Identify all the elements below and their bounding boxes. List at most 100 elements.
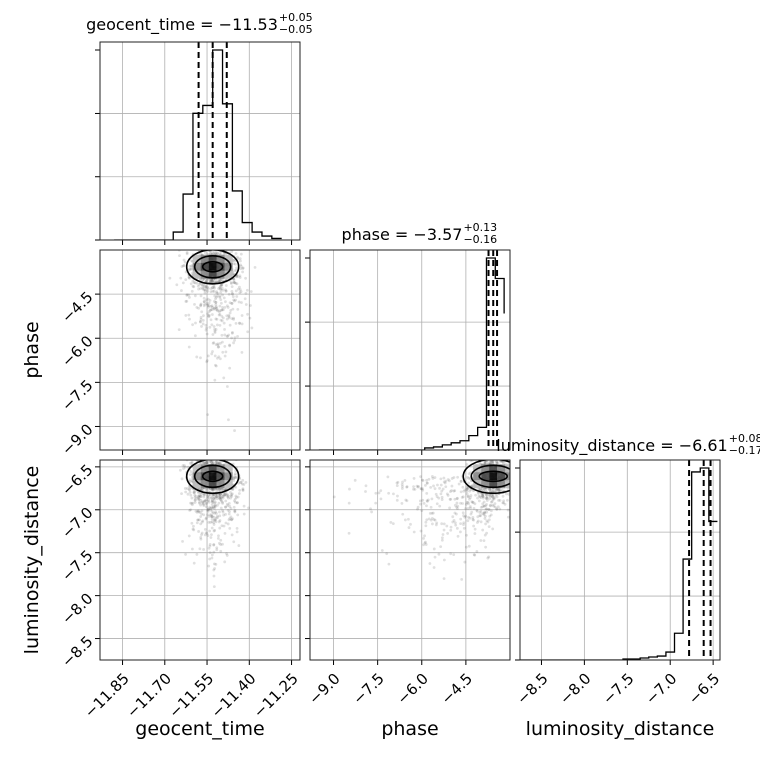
sample-point bbox=[227, 451, 230, 454]
sample-point bbox=[233, 299, 236, 303]
sample-point bbox=[199, 356, 202, 360]
panel-title-luminosity_distance: luminosity_distance = −6.61 +0.08−0.17 bbox=[496, 432, 760, 457]
sample-point bbox=[218, 286, 222, 290]
sample-point bbox=[202, 503, 206, 506]
sample-point bbox=[482, 495, 485, 499]
histogram-phase bbox=[318, 257, 505, 450]
sample-point bbox=[512, 474, 515, 477]
sample-point bbox=[495, 460, 498, 463]
histogram-bin bbox=[232, 191, 242, 240]
title-main: luminosity_distance = −6.61 bbox=[496, 436, 727, 456]
sample-point bbox=[184, 490, 188, 494]
sample-point bbox=[203, 527, 207, 531]
sample-point bbox=[214, 494, 218, 497]
sample-point bbox=[466, 506, 470, 510]
sample-point bbox=[192, 491, 196, 495]
sample-point bbox=[199, 456, 202, 459]
sample-point bbox=[201, 500, 205, 504]
sample-point bbox=[210, 533, 213, 537]
sample-point bbox=[471, 501, 475, 504]
sample-point bbox=[215, 290, 219, 294]
sample-point bbox=[214, 518, 217, 522]
sample-point bbox=[429, 485, 433, 489]
sample-point bbox=[206, 303, 210, 307]
sample-point bbox=[199, 456, 202, 459]
sample-point bbox=[229, 496, 232, 500]
sample-point bbox=[210, 278, 214, 282]
sample-point bbox=[235, 282, 239, 286]
sample-point bbox=[220, 286, 224, 290]
sample-point bbox=[220, 308, 224, 312]
sample-point bbox=[207, 514, 211, 518]
sample-point bbox=[206, 312, 210, 316]
sample-point bbox=[489, 461, 492, 465]
density-cell bbox=[200, 464, 209, 473]
sample-point bbox=[207, 278, 211, 282]
sample-point bbox=[217, 534, 220, 538]
sample-point bbox=[472, 553, 476, 557]
sample-point bbox=[207, 507, 210, 511]
sample-point bbox=[231, 517, 234, 521]
scatter-samples bbox=[332, 438, 517, 581]
density-cell bbox=[192, 464, 201, 473]
sample-point bbox=[437, 496, 441, 500]
sample-point bbox=[501, 501, 505, 505]
sample-point bbox=[230, 494, 234, 498]
sample-point bbox=[479, 438, 482, 441]
sample-point bbox=[205, 501, 209, 505]
sample-point bbox=[473, 553, 477, 557]
sample-point bbox=[449, 552, 453, 556]
sample-point bbox=[233, 476, 237, 479]
sample-point bbox=[484, 545, 488, 549]
sample-point bbox=[514, 487, 517, 490]
sample-point bbox=[233, 499, 236, 503]
sample-point bbox=[204, 517, 208, 521]
sample-point bbox=[497, 487, 501, 491]
sample-point bbox=[227, 292, 231, 296]
sample-point bbox=[443, 481, 447, 485]
y-tick-label: −6.5 bbox=[58, 461, 96, 499]
sample-point bbox=[236, 501, 239, 505]
sample-point bbox=[421, 488, 425, 492]
sample-point bbox=[241, 246, 244, 249]
sample-point bbox=[206, 499, 210, 503]
sample-point bbox=[482, 513, 486, 517]
sample-point bbox=[209, 508, 213, 512]
sample-point bbox=[222, 296, 226, 300]
sample-point bbox=[193, 500, 197, 504]
sample-point bbox=[225, 502, 229, 506]
sample-point bbox=[492, 455, 495, 458]
density-cell bbox=[208, 254, 217, 263]
sample-point bbox=[215, 495, 219, 499]
sample-point bbox=[206, 534, 210, 537]
sample-point bbox=[461, 511, 465, 515]
sample-point bbox=[464, 545, 468, 549]
sample-point bbox=[483, 510, 487, 514]
sample-point bbox=[226, 508, 230, 512]
sample-point bbox=[210, 304, 214, 308]
sample-point bbox=[467, 502, 470, 506]
density-cell bbox=[200, 472, 209, 481]
sample-point bbox=[224, 300, 227, 304]
density-cell bbox=[497, 480, 506, 489]
sample-point bbox=[206, 496, 209, 499]
sample-point bbox=[217, 494, 221, 497]
sample-point bbox=[212, 341, 216, 345]
x-tick-label: −8.0 bbox=[556, 670, 594, 708]
sample-point bbox=[506, 515, 510, 519]
sample-point bbox=[482, 500, 486, 504]
sample-point bbox=[470, 454, 473, 457]
y-tick-label: −8.5 bbox=[58, 632, 96, 670]
sample-point bbox=[425, 481, 429, 485]
sample-point bbox=[181, 264, 185, 268]
y-tick-label: −7.5 bbox=[58, 547, 96, 585]
sample-point bbox=[463, 515, 467, 519]
sample-point bbox=[195, 510, 199, 514]
sample-point bbox=[442, 577, 446, 581]
sample-point bbox=[428, 511, 432, 515]
sample-point bbox=[230, 493, 233, 496]
sample-point bbox=[218, 496, 222, 500]
sample-point bbox=[210, 520, 214, 524]
sample-point bbox=[199, 315, 203, 319]
contour-line bbox=[470, 464, 510, 489]
